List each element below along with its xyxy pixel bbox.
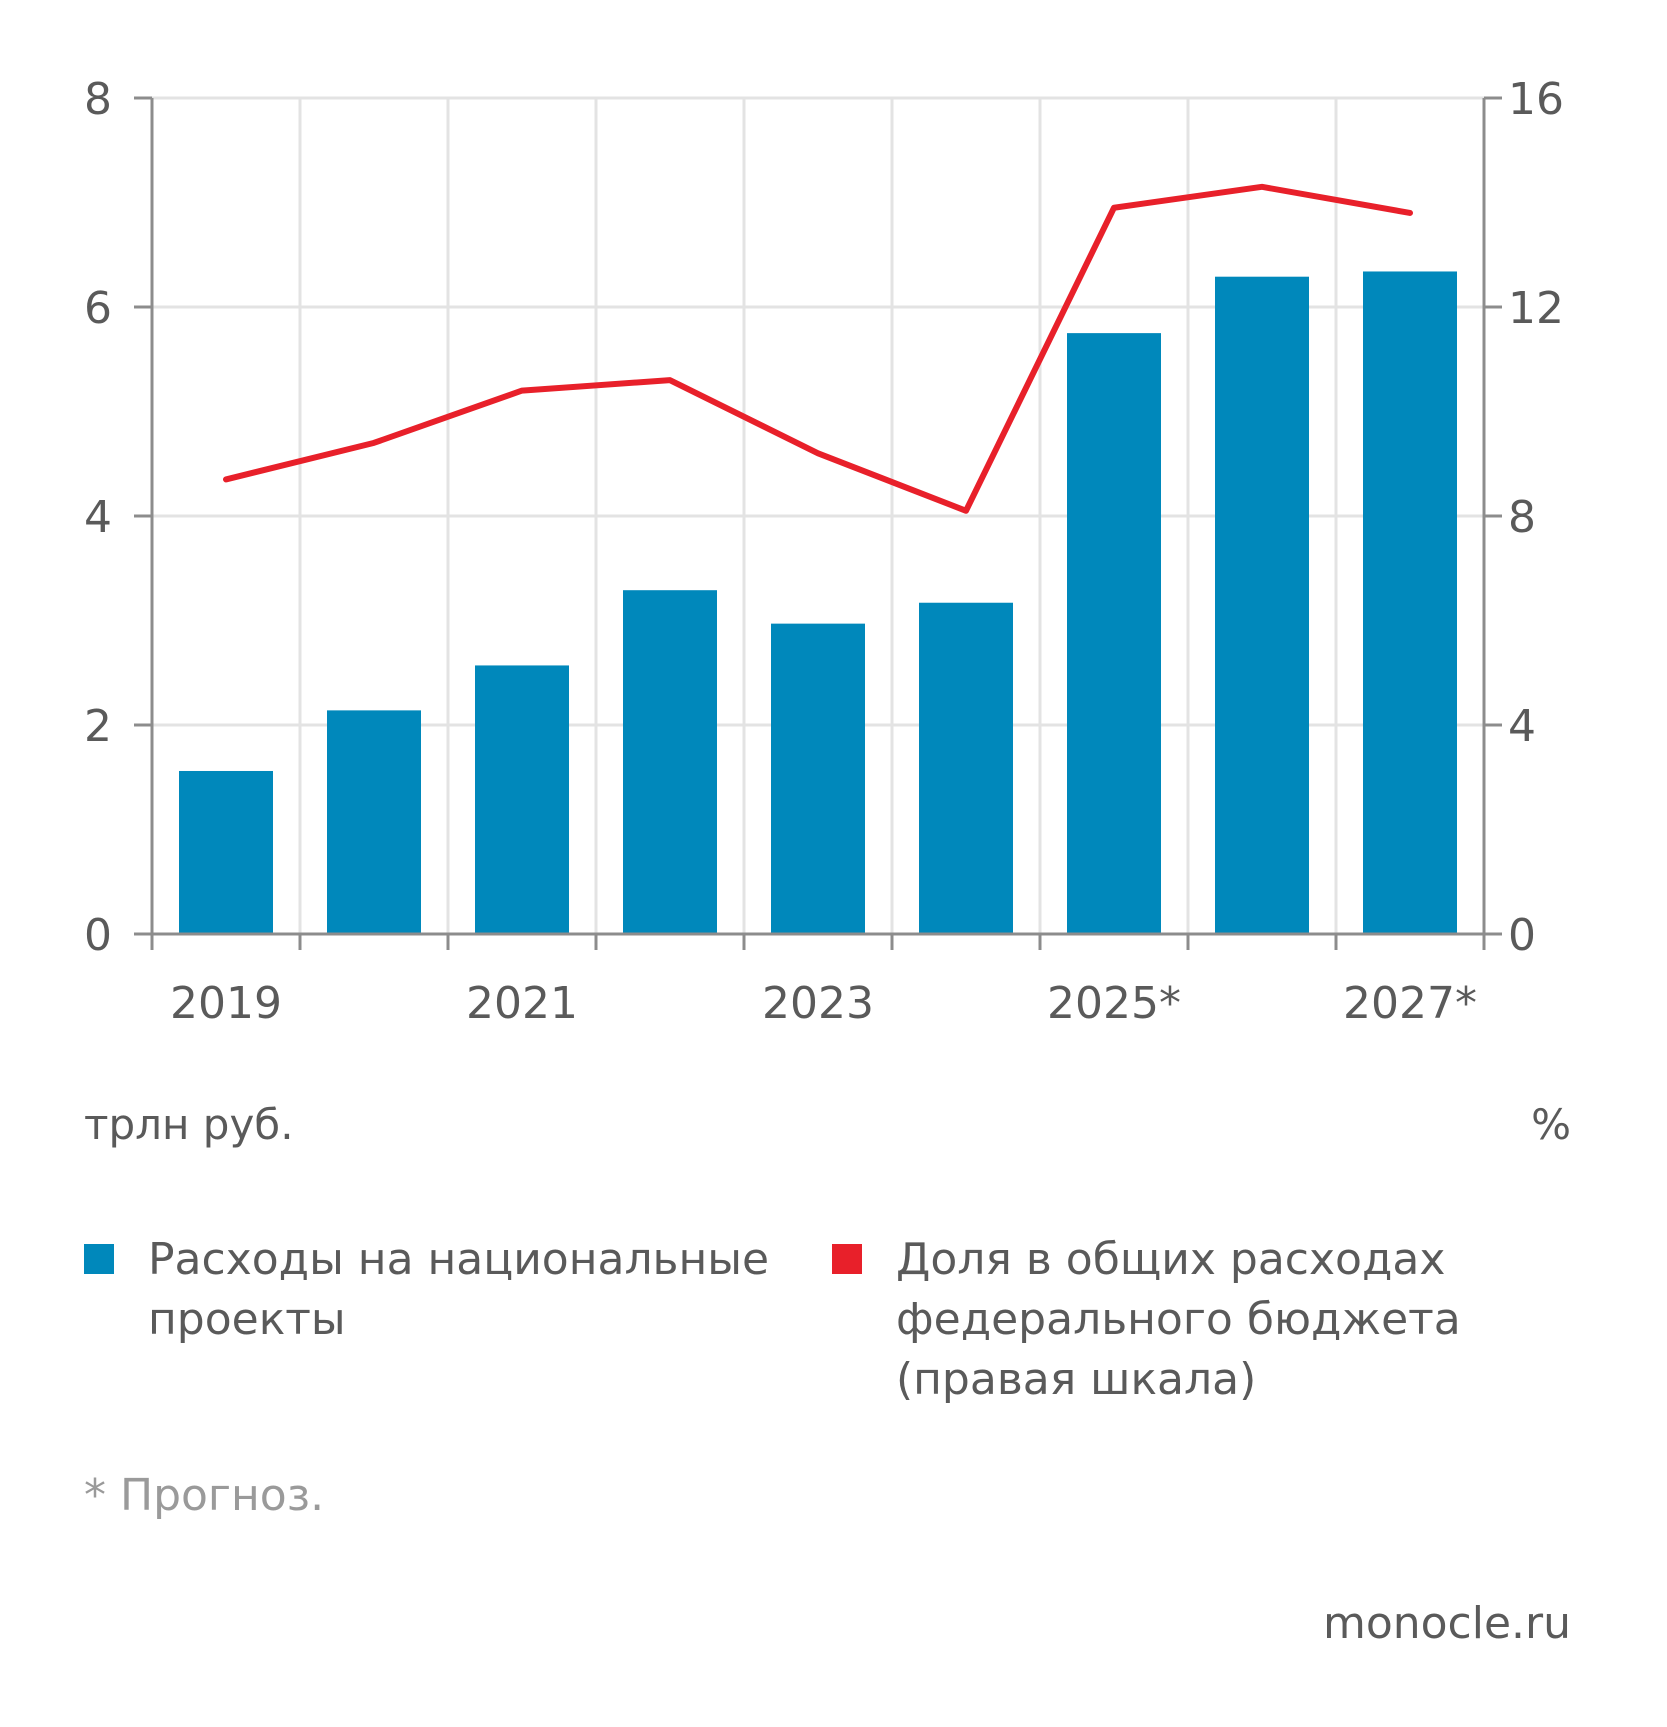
series-line xyxy=(223,183,1413,514)
bar xyxy=(327,710,421,934)
grid xyxy=(152,96,1484,934)
x-tick-label: 2025* xyxy=(1047,978,1181,1029)
footnote: * Прогноз. xyxy=(84,1470,325,1521)
y-left-ticks: 0 2 4 6 8 xyxy=(84,74,112,961)
bar xyxy=(919,602,1013,934)
y-right-tick-label: 4 xyxy=(1508,701,1536,752)
y-right-tick-label: 0 xyxy=(1508,910,1536,961)
y-left-unit-label: трлн руб. xyxy=(84,1100,294,1149)
legend-item-line: Доля в общих расходах федерального бюдже… xyxy=(832,1230,1496,1410)
y-left-tick-label: 0 xyxy=(84,910,112,961)
y-right-tick-label: 12 xyxy=(1508,283,1564,334)
legend-swatch-red xyxy=(832,1244,862,1274)
legend-swatch-blue xyxy=(84,1244,114,1274)
legend-label-line: Доля в общих расходах федерального бюдже… xyxy=(896,1234,1461,1405)
y-left-tick-label: 2 xyxy=(84,701,112,752)
y-left-tick-label: 8 xyxy=(84,74,112,125)
axes xyxy=(134,96,1502,950)
bar xyxy=(1363,271,1457,935)
line-series xyxy=(223,183,1413,514)
bars-series xyxy=(179,271,1457,935)
bar xyxy=(623,590,717,934)
legend-label-bars: Расходы на национальные проекты xyxy=(148,1234,770,1345)
y-left-tick-label: 4 xyxy=(84,492,112,543)
y-right-ticks: 0 4 8 12 16 xyxy=(1508,74,1564,961)
y-right-tick-label: 8 xyxy=(1508,492,1536,543)
x-tick-label: 2021 xyxy=(466,978,578,1029)
bar xyxy=(1067,333,1161,934)
x-ticks: 2019 2021 2023 2025* 2027* xyxy=(170,978,1477,1029)
bar xyxy=(179,770,273,934)
chart: 0 2 4 6 8 0 4 8 12 16 2019 2021 2023 2025* 2027* xyxy=(84,74,1564,1029)
source-credit: monocle.ru xyxy=(1322,1598,1571,1649)
bar xyxy=(1215,276,1309,934)
x-tick-label: 2019 xyxy=(170,978,282,1029)
bar xyxy=(771,623,865,934)
y-left-tick-label: 6 xyxy=(84,283,112,334)
bar xyxy=(475,665,569,934)
y-right-unit-label: % xyxy=(1531,1100,1571,1149)
y-right-tick-label: 16 xyxy=(1508,74,1564,125)
x-tick-label: 2023 xyxy=(762,978,874,1029)
x-tick-label: 2027* xyxy=(1343,978,1477,1029)
legend-item-bars: Расходы на национальные проекты xyxy=(84,1230,848,1350)
